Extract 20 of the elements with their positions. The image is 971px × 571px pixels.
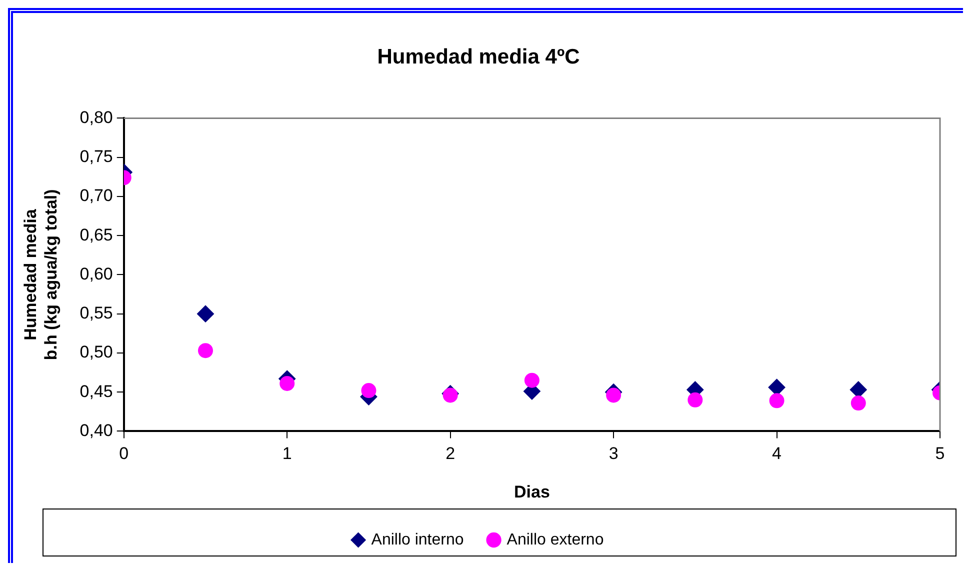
y-tick-label: 0,80: [80, 108, 113, 127]
legend-label: Anillo interno: [371, 531, 464, 548]
x-tick-label: 2: [446, 444, 456, 464]
y-tick-label: 0,50: [80, 342, 113, 362]
chart-title: Humedad media 4ºC: [377, 45, 580, 68]
y-tick-label: 0,40: [80, 420, 113, 440]
y-axis-title: Humedad media b.h (kg agua/kg total): [20, 189, 60, 360]
x-tick-label: 1: [282, 444, 292, 464]
x-tick-label: 0: [119, 444, 129, 464]
x-tick-label: 4: [772, 444, 782, 464]
y-tick-label: 0,55: [80, 304, 113, 323]
y-tick-label: 0,60: [80, 264, 113, 284]
x-tick-label: 5: [935, 444, 945, 464]
y-tick-label: 0,45: [80, 382, 113, 401]
y-tick-label: 0,65: [80, 225, 113, 244]
y-tick-label: 0,75: [80, 147, 113, 166]
x-tick-label: 3: [608, 444, 618, 464]
y-tick-label: 0,70: [80, 186, 113, 206]
x-axis-title: Dias: [514, 482, 550, 502]
legend-label: Anillo externo: [506, 531, 604, 548]
